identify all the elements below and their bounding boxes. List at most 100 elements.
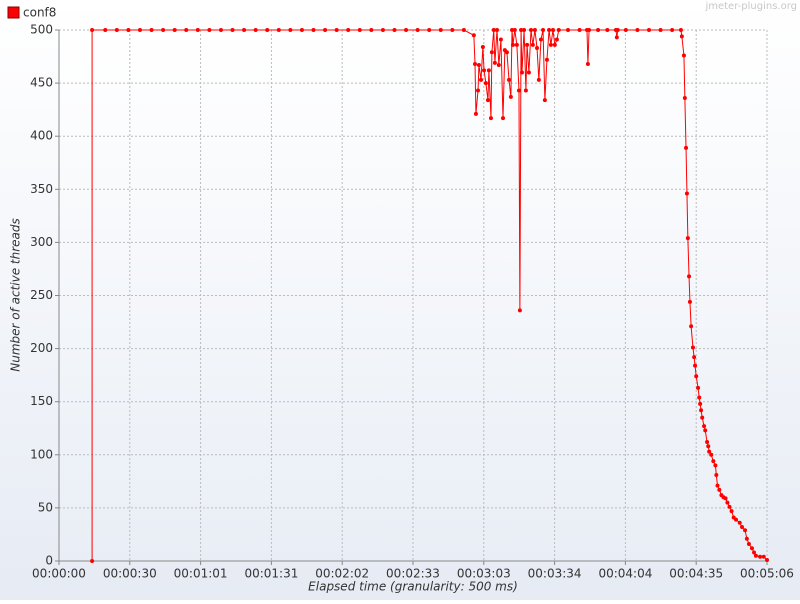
data-point [461, 28, 466, 32]
x-tick-label: 00:05:06 [740, 567, 794, 581]
x-tick-label: 00:03:03 [457, 567, 511, 581]
data-point [647, 28, 651, 32]
data-point [737, 520, 742, 525]
data-point [749, 546, 754, 551]
data-point [380, 28, 385, 32]
y-tick-label: 0 [45, 554, 53, 568]
data-point [698, 401, 703, 406]
data-point [566, 28, 571, 32]
data-point [508, 94, 513, 99]
data-point [486, 68, 491, 73]
data-point [114, 28, 119, 32]
data-point [544, 57, 549, 62]
data-point [548, 42, 553, 47]
data-point [538, 37, 543, 42]
data-point [542, 98, 547, 103]
data-point [438, 28, 443, 32]
data-point [492, 60, 497, 65]
data-point [554, 37, 559, 42]
data-point [207, 28, 212, 32]
data-point [488, 116, 493, 121]
data-point [690, 345, 695, 350]
data-point [707, 449, 712, 454]
data-point [658, 28, 663, 32]
data-point [614, 35, 619, 40]
data-point [753, 553, 758, 558]
y-tick-label: 250 [30, 288, 53, 302]
data-point [504, 50, 509, 55]
data-point [172, 28, 177, 32]
data-point [450, 28, 455, 32]
data-point [684, 145, 689, 150]
data-point [512, 28, 517, 32]
data-point [525, 42, 530, 47]
data-point [547, 28, 552, 32]
data-point [727, 504, 732, 509]
data-point [510, 28, 515, 32]
data-point [323, 28, 328, 32]
data-point [498, 37, 503, 42]
data-point [532, 28, 537, 32]
data-point [485, 98, 490, 103]
series-group [90, 28, 769, 563]
data-point [714, 472, 719, 477]
data-point [516, 88, 521, 93]
data-point [702, 424, 707, 429]
watermark: jmeter-plugins.org [704, 1, 797, 12]
data-point [242, 28, 247, 32]
x-tick-label: 00:00:30 [103, 567, 157, 581]
data-point [556, 28, 561, 32]
data-point [725, 500, 730, 505]
data-point [694, 374, 699, 379]
data-point [195, 28, 200, 32]
data-point [103, 28, 108, 32]
data-point [479, 77, 484, 82]
data-point [635, 28, 640, 32]
data-point [744, 536, 749, 541]
x-tick-label: 00:04:04 [598, 567, 652, 581]
data-point [678, 28, 683, 32]
data-point [729, 509, 734, 514]
x-tick-label: 00:01:31 [244, 567, 298, 581]
data-point [752, 550, 757, 555]
data-point [552, 42, 557, 47]
data-point [746, 542, 751, 547]
y-tick-label: 350 [30, 182, 53, 196]
data-point [765, 557, 769, 562]
data-point [346, 28, 351, 32]
data-point [703, 428, 708, 433]
data-point [705, 440, 710, 445]
data-point [700, 415, 705, 420]
data-point [681, 53, 686, 58]
data-point [519, 70, 524, 75]
data-point [473, 111, 478, 116]
legend-label: conf8 [23, 6, 56, 20]
data-point [696, 385, 701, 390]
data-point [615, 28, 620, 32]
data-point [126, 28, 131, 32]
data-point [711, 459, 716, 464]
y-tick-label: 300 [30, 235, 53, 249]
data-point [491, 28, 496, 32]
data-point [482, 68, 487, 73]
data-point [679, 34, 684, 39]
data-point [687, 274, 692, 279]
data-point [311, 28, 316, 32]
data-point [687, 299, 692, 304]
data-point [334, 28, 339, 32]
data-point [510, 42, 515, 47]
x-tick-label: 00:01:01 [174, 567, 228, 581]
data-point [218, 28, 223, 32]
grid [55, 29, 768, 565]
data-point [392, 28, 397, 32]
x-tick-label: 00:04:35 [669, 567, 723, 581]
data-point [740, 525, 745, 530]
data-point [689, 324, 694, 329]
data-point [530, 42, 535, 47]
data-point [230, 28, 235, 32]
data-point [587, 28, 592, 32]
data-point [535, 46, 540, 51]
data-point [137, 28, 142, 32]
y-tick-label: 100 [30, 447, 53, 461]
